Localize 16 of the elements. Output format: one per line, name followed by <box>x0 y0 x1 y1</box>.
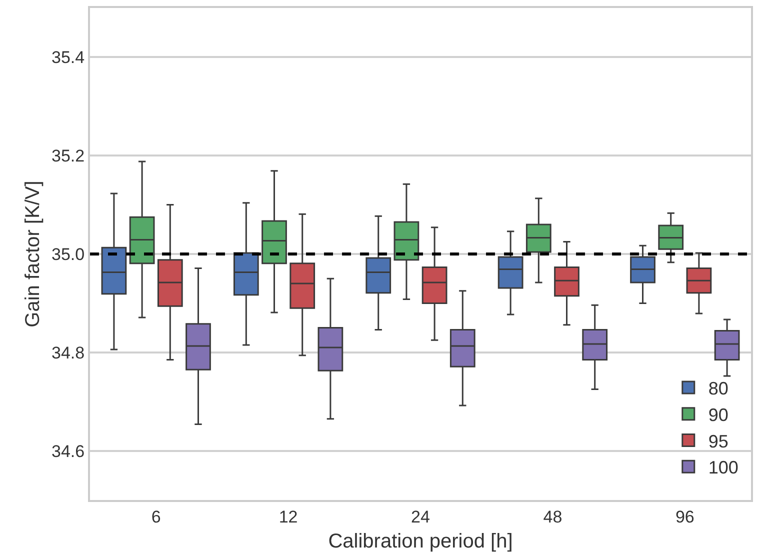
legend-label: 80 <box>708 378 728 398</box>
x-axis-title: Calibration period [h] <box>328 530 513 552</box>
x-tick-label: 24 <box>411 507 430 526</box>
x-tick-label: 12 <box>278 507 298 526</box>
legend-label: 95 <box>708 431 728 452</box>
y-tick-label: 34.6 <box>52 442 85 461</box>
legend-label: 100 <box>708 458 738 478</box>
legend-label: 90 <box>708 404 728 425</box>
y-tick-label: 34.8 <box>52 343 85 362</box>
y-tick-label: 35.4 <box>52 48 85 68</box>
y-axis-title: Gain factor [K/V] <box>22 180 44 328</box>
x-tick-label: 96 <box>675 507 694 526</box>
x-tick-label: 6 <box>151 507 161 526</box>
x-tick-label: 48 <box>543 507 562 526</box>
y-tick-label: 35.2 <box>52 146 85 166</box>
y-tick-label: 35.0 <box>52 244 85 264</box>
